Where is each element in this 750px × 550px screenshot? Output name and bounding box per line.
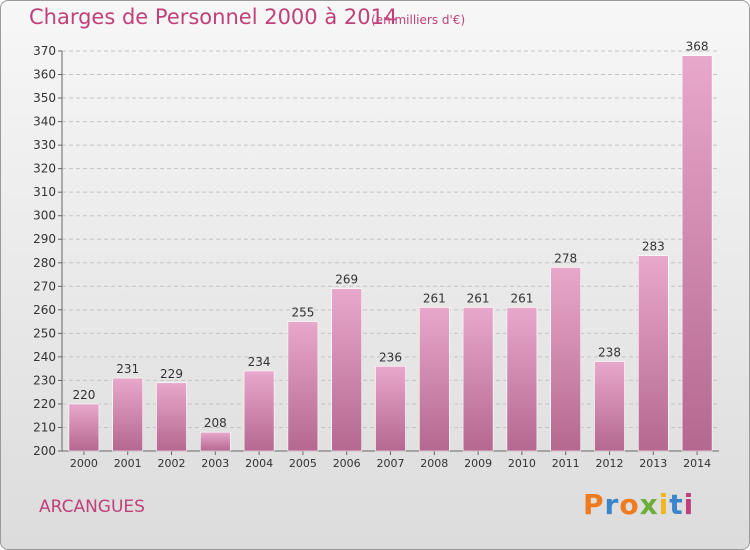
logo-letter: x <box>639 488 659 521</box>
logo-letter: i <box>683 488 695 521</box>
location-name: ARCANGUES <box>39 497 145 517</box>
x-tick-label: 2003 <box>201 457 229 470</box>
bar <box>462 307 494 452</box>
data-label: 261 <box>510 291 533 305</box>
x-tick-label: 2004 <box>245 457 273 470</box>
bar <box>506 307 538 452</box>
y-tick-label: 260 <box>33 303 56 317</box>
data-label: 283 <box>642 240 665 254</box>
bar <box>418 307 450 452</box>
x-tick-label: 2006 <box>333 457 361 470</box>
data-label: 261 <box>467 291 490 305</box>
x-tick-label: 2014 <box>683 457 711 470</box>
chart-title: Charges de Personnel 2000 à 2014 <box>29 5 398 29</box>
data-label: 238 <box>598 346 621 360</box>
x-tick-label: 2013 <box>639 457 667 470</box>
y-tick-label: 230 <box>33 373 56 387</box>
y-tick-label: 370 <box>33 44 56 58</box>
bar <box>287 321 319 452</box>
y-tick-label: 290 <box>33 232 56 246</box>
x-tick-label: 2002 <box>158 457 186 470</box>
bar <box>243 370 275 452</box>
x-tick-label: 2012 <box>596 457 624 470</box>
x-tick-label: 2000 <box>70 457 98 470</box>
logo-letter: i <box>658 488 670 521</box>
y-tick-label: 210 <box>33 420 56 434</box>
logo-letter: P <box>583 488 605 521</box>
x-tick-label: 2009 <box>464 457 492 470</box>
y-tick-label: 240 <box>33 350 56 364</box>
data-label: 261 <box>423 291 446 305</box>
bar <box>375 365 406 452</box>
bar <box>68 403 100 452</box>
y-tick-label: 350 <box>33 91 56 105</box>
data-label: 231 <box>116 362 139 376</box>
data-label: 255 <box>291 306 314 320</box>
data-label: 368 <box>686 40 709 54</box>
x-tick-label: 2007 <box>377 457 405 470</box>
bar <box>637 255 669 452</box>
x-tick-label: 2011 <box>552 457 580 470</box>
data-label: 269 <box>335 273 358 287</box>
logo-letter: o <box>619 488 640 521</box>
data-label: 220 <box>72 388 95 402</box>
bar <box>550 267 582 452</box>
unit-note: (en milliers d'€) <box>371 13 466 27</box>
x-tick-label: 2010 <box>508 457 536 470</box>
bar <box>681 55 713 452</box>
x-tick-label: 2005 <box>289 457 317 470</box>
bar <box>594 361 625 452</box>
y-tick-label: 250 <box>33 326 56 340</box>
y-tick-label: 360 <box>33 68 56 82</box>
y-tick-label: 280 <box>33 256 56 270</box>
data-label: 278 <box>554 251 577 265</box>
data-label: 236 <box>379 350 402 364</box>
proxiti-logo: Proxiti <box>583 488 694 521</box>
y-tick-label: 200 <box>33 444 56 458</box>
bar <box>156 382 187 452</box>
data-label: 234 <box>248 355 271 369</box>
logo-letter: t <box>669 488 684 521</box>
y-tick-label: 220 <box>33 397 56 411</box>
bar <box>112 377 143 452</box>
y-tick-label: 300 <box>33 209 56 223</box>
y-tick-label: 330 <box>33 138 56 152</box>
logo-letter: r <box>604 488 620 521</box>
bar <box>200 431 231 452</box>
y-tick-label: 310 <box>33 185 56 199</box>
y-tick-label: 340 <box>33 115 56 129</box>
data-label: 208 <box>204 416 227 430</box>
x-tick-label: 2008 <box>420 457 448 470</box>
bar <box>331 288 363 452</box>
x-tick-label: 2001 <box>114 457 142 470</box>
y-tick-label: 320 <box>33 162 56 176</box>
data-label: 229 <box>160 367 183 381</box>
y-tick-label: 270 <box>33 279 56 293</box>
